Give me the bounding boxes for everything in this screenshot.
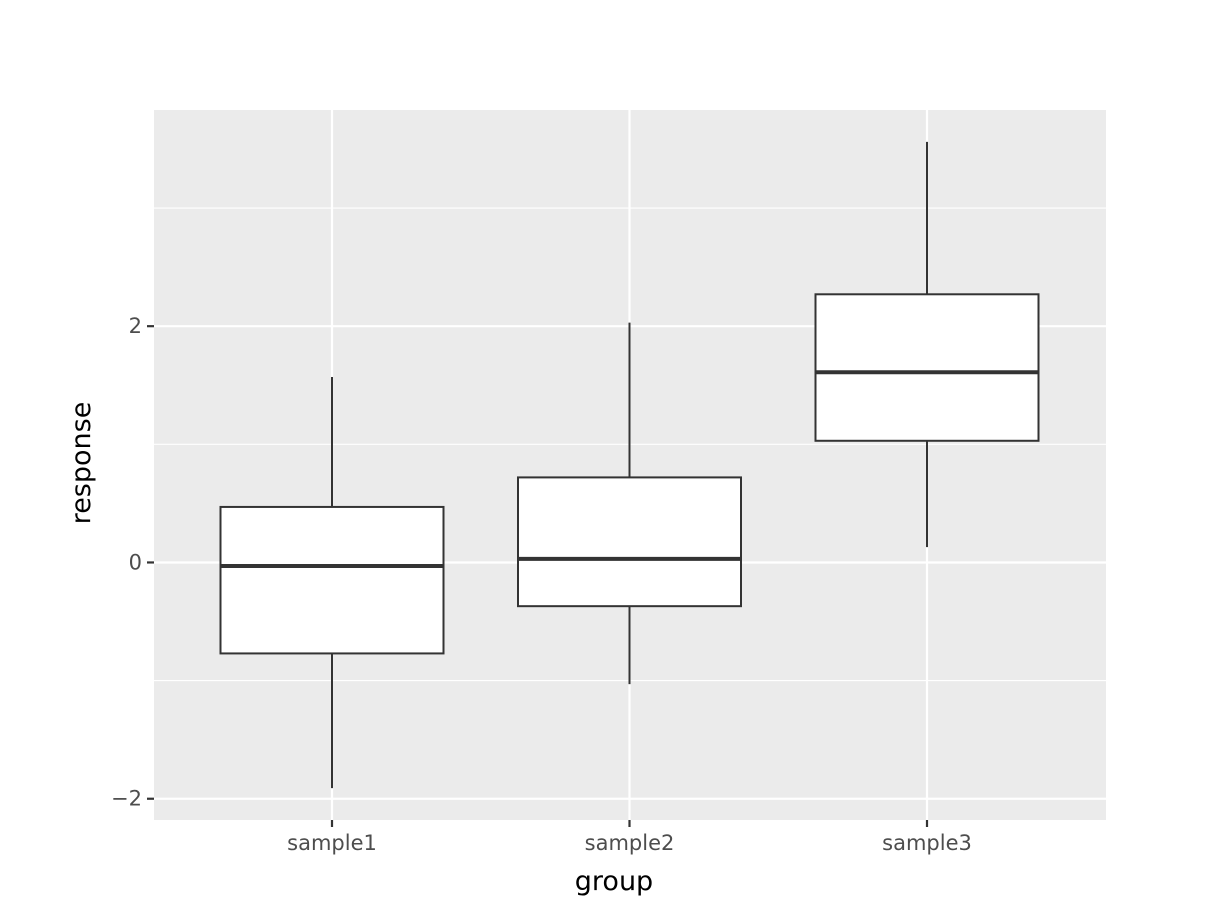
iqr-box [517,476,742,608]
x-tick-label: sample2 [585,831,675,855]
y-tick-label: 2 [129,314,142,338]
iqr-box [219,505,445,655]
y-tick-label: −2 [111,787,142,811]
x-axis-title: group [575,866,653,897]
box-sample1 [219,376,445,789]
boxes [219,141,1040,789]
iqr-box [814,293,1040,442]
y-axis-title: response [66,402,97,525]
x-tick-label: sample3 [882,831,972,855]
y-axis: −2 0 2 [111,314,154,811]
x-tick-label: sample1 [287,831,377,855]
box-sample3 [814,141,1040,548]
x-axis: sample1 sample2 sample3 [287,820,972,855]
box-sample2 [517,322,742,685]
y-tick-label: 0 [129,550,142,574]
